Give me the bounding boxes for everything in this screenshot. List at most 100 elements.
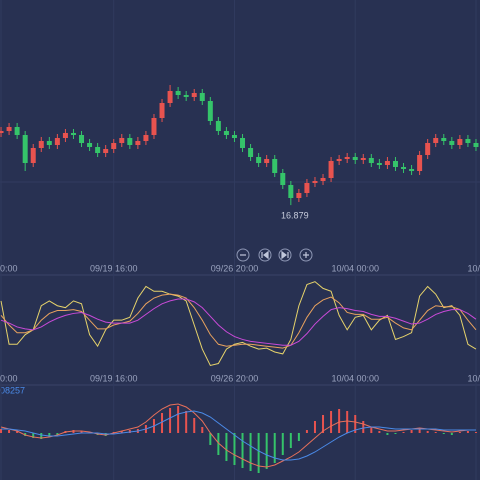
candle-body	[328, 161, 334, 178]
candle-body	[312, 181, 318, 183]
x-tick-label: 10/04 00:00	[331, 373, 379, 383]
x-tick-label: 10/	[467, 373, 480, 383]
candle-body	[256, 157, 262, 163]
histogram-bar	[289, 433, 292, 448]
candle-body	[449, 141, 455, 145]
histogram-bar	[201, 427, 204, 433]
histogram-bar	[169, 408, 172, 433]
candle-body	[103, 149, 109, 153]
candle-body	[417, 155, 423, 171]
histogram-bar	[474, 432, 477, 433]
scroll-left-button[interactable]	[258, 248, 272, 262]
candle-body	[199, 93, 205, 101]
candle-body	[167, 91, 173, 103]
candle-body	[384, 161, 390, 165]
candle-body	[376, 163, 382, 165]
candle-body	[215, 121, 221, 131]
candle-body	[135, 141, 141, 145]
x-tick-label: 10/	[467, 263, 480, 273]
candle-body	[207, 101, 213, 121]
histogram-bar	[217, 433, 220, 455]
x-tick-label: 09/26 20:00	[211, 263, 259, 273]
candle-body	[143, 135, 149, 141]
histogram-bar	[185, 411, 188, 433]
candle-body	[240, 138, 246, 148]
candle-body	[441, 138, 447, 141]
min-label: 16.879	[281, 210, 309, 220]
histogram-bar	[265, 433, 268, 469]
histogram-bar	[322, 415, 325, 433]
x-tick-label: 10/04 00:00	[331, 263, 379, 273]
histogram-bar	[330, 411, 333, 433]
scroll-right-button[interactable]	[278, 248, 292, 262]
candle-body	[344, 157, 350, 159]
candle-body	[272, 159, 278, 173]
candle-body	[288, 185, 294, 198]
histogram-bar	[40, 433, 43, 439]
histogram-bar	[362, 421, 365, 433]
candle-body	[304, 183, 310, 193]
candle-body	[70, 133, 76, 135]
histogram-bar	[442, 433, 445, 434]
candle-body	[54, 138, 60, 145]
histogram-bar	[305, 430, 308, 433]
histogram-bar	[418, 429, 421, 433]
candle-body	[175, 91, 181, 95]
candle-body	[248, 148, 254, 157]
candle-body	[409, 169, 415, 171]
histogram-bar	[466, 431, 469, 433]
candle-body	[87, 143, 93, 147]
histogram-bar	[80, 431, 83, 433]
histogram-bar	[370, 427, 373, 433]
histogram-bar	[16, 431, 19, 433]
candle-body	[336, 159, 342, 161]
histogram-bar	[402, 432, 405, 433]
candle-body	[151, 118, 157, 135]
histogram-bar	[354, 415, 357, 433]
x-tick-label: 09/19 16:00	[90, 373, 138, 383]
candle-body	[6, 127, 12, 131]
x-tick-label: 0:00	[0, 263, 18, 273]
candle-body	[223, 131, 229, 135]
candle-body	[22, 135, 28, 163]
candle-body	[320, 178, 326, 181]
histogram-bar	[0, 429, 3, 433]
candle-body	[368, 158, 374, 163]
histogram-bar	[434, 432, 437, 433]
candle-body	[95, 147, 101, 153]
histogram-bar	[394, 433, 397, 434]
histogram-bar	[426, 431, 429, 433]
histogram-bar	[378, 431, 381, 433]
candle-body	[264, 159, 270, 163]
candle-body	[457, 139, 463, 145]
histogram-bar	[8, 430, 11, 433]
candle-body	[280, 173, 286, 185]
histogram-bar	[338, 409, 341, 433]
candle-body	[0, 131, 4, 133]
zoom-in-button[interactable]	[299, 248, 313, 262]
candle-body	[401, 167, 407, 169]
histogram-bar	[209, 433, 212, 445]
x-tick-label: 09/19 16:00	[90, 263, 138, 273]
histogram-bar	[120, 431, 123, 433]
candle-body	[392, 161, 398, 167]
candle-body	[433, 138, 439, 143]
candle-body	[191, 93, 197, 97]
histogram-bar	[233, 433, 236, 465]
candle-body	[62, 133, 68, 138]
candle-body	[296, 193, 302, 198]
histogram-bar	[297, 433, 300, 441]
x-tick-label: 09/26 20:00	[211, 373, 259, 383]
candle-body	[465, 139, 471, 143]
histogram-bar	[386, 433, 389, 435]
candle-body	[352, 157, 358, 160]
histogram-bar	[346, 411, 349, 433]
candle-body	[360, 158, 366, 160]
histogram-bar	[458, 432, 461, 433]
histogram-bar	[225, 433, 228, 461]
candle-body	[38, 141, 44, 148]
line	[1, 410, 476, 461]
zoom-out-button[interactable]	[236, 248, 250, 262]
histogram-bar	[241, 433, 244, 468]
